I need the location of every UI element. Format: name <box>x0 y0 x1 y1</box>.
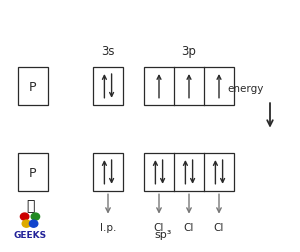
Bar <box>93 68 123 106</box>
Text: 🦢: 🦢 <box>26 198 34 212</box>
Circle shape <box>22 220 31 227</box>
Bar <box>144 68 234 106</box>
Bar <box>93 154 123 192</box>
Text: P: P <box>29 80 37 93</box>
Text: Cl: Cl <box>154 222 164 232</box>
Text: P: P <box>29 166 37 179</box>
Bar <box>18 68 48 106</box>
Text: energy: energy <box>228 83 264 93</box>
Bar <box>144 154 234 192</box>
Bar <box>18 154 48 192</box>
Circle shape <box>31 213 40 220</box>
Text: 3s: 3s <box>101 45 115 58</box>
Text: Cl: Cl <box>184 222 194 232</box>
Text: 3p: 3p <box>182 45 196 58</box>
Circle shape <box>29 220 38 227</box>
Text: GEEKS: GEEKS <box>14 231 46 240</box>
Text: l.p.: l.p. <box>100 222 116 232</box>
Circle shape <box>20 213 29 220</box>
Text: sp³: sp³ <box>155 229 172 239</box>
Text: Cl: Cl <box>214 222 224 232</box>
